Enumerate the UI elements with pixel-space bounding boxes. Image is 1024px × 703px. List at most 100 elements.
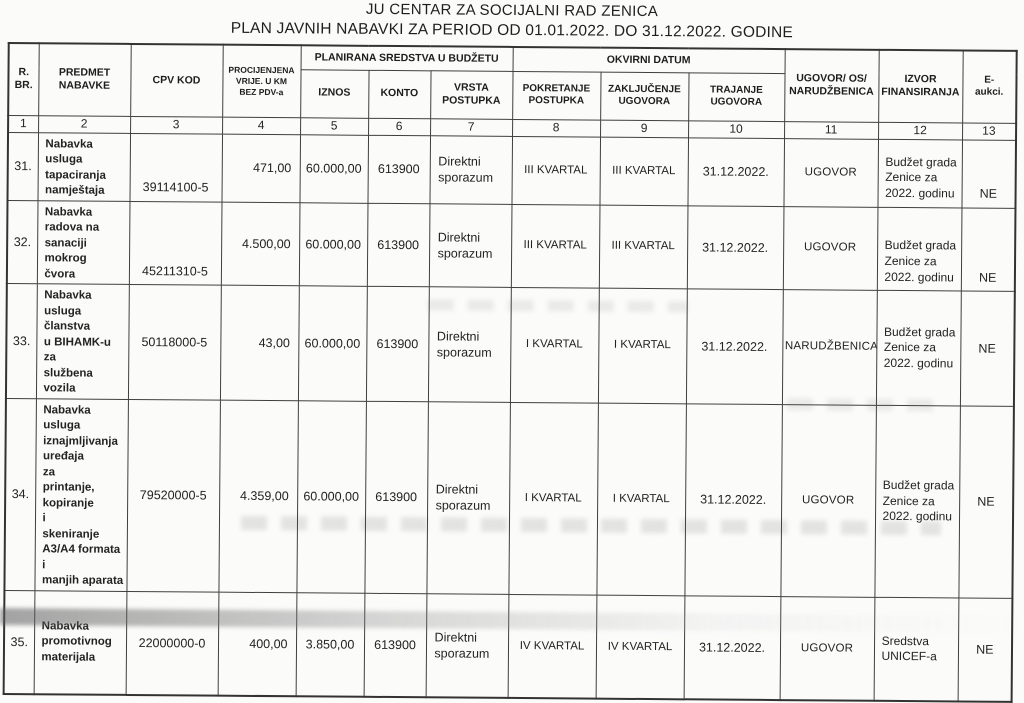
- cell-iznos: 60.000,00: [299, 134, 369, 203]
- cell-predmet: Nabavka radova na sanaciji mokrog čvora: [36, 200, 130, 285]
- cell-ugovor: UGOVOR: [780, 404, 876, 598]
- column-number: 1: [8, 114, 39, 133]
- header-ugovor-os-narudzbenica: UGOVOR/ OS/ NARUDŽBENICA: [784, 49, 879, 122]
- header-pokretanje-postupka: POKRETANJE POSTUPKA: [512, 70, 601, 120]
- column-number: 8: [512, 118, 601, 137]
- cell-trajanje: 31.12.2022.: [684, 403, 782, 597]
- header-e-aukcija: E- aukci.: [962, 50, 1017, 123]
- header-izvor-finansiranja: IZVOR FINANSIRANJA: [878, 49, 963, 123]
- cell-rbr: 33.: [5, 283, 37, 399]
- cell-konto: 613900: [365, 286, 429, 402]
- cell-iznos: 60.000,00: [298, 202, 368, 287]
- cell-izvor: Budžet grada Zenice za 2022. godinu: [874, 405, 960, 598]
- cell-zakljucenje: IV KVARTAL: [595, 595, 685, 700]
- header-group-planirana-sredstva: PLANIRANA SREDSTVA U BUDŽETU: [300, 45, 513, 71]
- column-number: 7: [430, 118, 513, 136]
- cell-predmet: Nabavka usluga tapaciranja namještaja: [37, 132, 131, 202]
- cell-vrijednost: 4.359,00: [218, 399, 298, 593]
- cell-vrsta-postupka: Direktni sporazum: [427, 286, 511, 403]
- cell-izvor: Sredstva UNICEF-a: [873, 597, 959, 702]
- column-number: 12: [878, 121, 963, 140]
- cell-trajanje: 31.12.2022.: [685, 288, 783, 405]
- cell-pokretanje: I KVARTAL: [508, 402, 598, 596]
- cell-ugovor: UGOVOR: [779, 596, 875, 702]
- cell-pokretanje: IV KVARTAL: [507, 594, 597, 700]
- cell-izvor: Budžet grada Zenice za 2022. godinu: [876, 206, 962, 292]
- cell-e-aukcija: NE: [959, 291, 1015, 407]
- column-number: 3: [130, 115, 223, 134]
- header-iznos: IZNOS: [300, 69, 369, 118]
- cell-rbr: 31.: [7, 131, 39, 201]
- cell-vrsta-postupka: Direktni sporazum: [428, 203, 512, 288]
- cell-pokretanje: I KVARTAL: [509, 287, 599, 403]
- cell-ugovor: UGOVOR: [783, 138, 879, 207]
- cell-trajanje: 31.12.2022.: [687, 137, 785, 207]
- cell-cpv: 22000000-0: [125, 591, 219, 697]
- header-konto: KONTO: [368, 69, 431, 119]
- cell-vrsta-postupka: Direktni sporazum: [426, 401, 510, 595]
- cell-predmet: Nabavka usluga iznajmljivanja uređaja za…: [34, 398, 128, 592]
- column-number: 9: [600, 119, 689, 138]
- document-subtitle: PLAN JAVNIH NABAVKI ZA PERIOD OD 01.01.2…: [230, 19, 794, 42]
- cell-cpv: 79520000-5: [126, 399, 220, 593]
- header-predmet-nabavke: PREDMET NABAVKE: [38, 43, 131, 116]
- cell-vrsta-postupka: Direktni sporazum: [425, 593, 509, 699]
- cell-vrijednost: 4.500,00: [220, 201, 300, 286]
- cell-cpv: 45211310-5: [128, 201, 222, 286]
- header-trajanje-ugovora: TRAJANJE UGOVORA: [688, 72, 785, 122]
- header-zakljucenje-ugovora: ZAKLJUČENJE UGOVORA: [600, 71, 689, 121]
- header-group-okvirni-datum: OKVIRNI DATUM: [512, 46, 785, 74]
- procurement-plan-table: R. BR. PREDMET NABAVKE CPV KOD PROCIJENJ…: [2, 41, 1018, 703]
- cell-e-aukcija: NE: [960, 207, 1016, 292]
- cell-trajanje: 31.12.2022.: [683, 595, 781, 701]
- cell-vrijednost: 400,00: [217, 592, 297, 697]
- cell-konto: 613900: [367, 134, 431, 204]
- cell-rbr: 35.: [3, 590, 35, 695]
- table-row-33: 33. Nabavka usluga članstva u BIHAMK-u z…: [5, 283, 1015, 407]
- cell-trajanje: 31.12.2022.: [686, 205, 784, 290]
- column-number: 11: [784, 121, 879, 139]
- cell-predmet: Nabavka usluga članstva u BIHAMK-u za sl…: [35, 283, 129, 400]
- cell-iznos: 3.850,00: [295, 592, 365, 698]
- column-number: 10: [688, 120, 785, 139]
- cell-izvor: Budžet grada Zenice za 2022. godinu: [877, 138, 963, 208]
- cell-ugovor: UGOVOR: [782, 206, 878, 291]
- cell-iznos: 60.000,00: [296, 400, 366, 594]
- column-number: 6: [368, 117, 431, 136]
- column-number: 5: [300, 117, 369, 135]
- cell-cpv: 50118000-5: [127, 284, 221, 400]
- cell-e-aukcija: NE: [958, 405, 1014, 599]
- header-vrsta-postupka: VRSTA POSTUPKA: [430, 70, 513, 119]
- cell-cpv: 39114100-5: [129, 132, 223, 202]
- cell-zakljucenje: III KVARTAL: [599, 136, 689, 206]
- cell-izvor: Budžet grada Zenice za 2022. godinu: [875, 290, 961, 406]
- cell-konto: 613900: [364, 401, 428, 594]
- header-rbr: R. BR.: [8, 42, 39, 116]
- header-cpv-kod: CPV KOD: [130, 43, 223, 117]
- header-procijenjena-vrijednost: PROCIJENJENA VRIJE. U KM BEZ PDV-a: [222, 44, 301, 118]
- cell-zakljucenje: III KVARTAL: [598, 204, 688, 289]
- cell-vrijednost: 471,00: [221, 133, 301, 203]
- cell-e-aukcija: NE: [961, 139, 1017, 208]
- cell-ugovor: NARUDŽBENICA: [781, 289, 877, 406]
- cell-konto: 613900: [363, 593, 427, 698]
- table-row-31: 31. Nabavka usluga tapaciranja namještaj…: [7, 131, 1017, 208]
- cell-zakljucenje: I KVARTAL: [596, 402, 686, 596]
- cell-e-aukcija: NE: [957, 597, 1013, 703]
- table-row-34: 34. Nabavka usluga iznajmljivanja uređaj…: [4, 398, 1014, 599]
- table-row-32: 32. Nabavka radova na sanaciji mokrog čv…: [6, 200, 1016, 292]
- cell-vrijednost: 43,00: [219, 285, 299, 401]
- column-number: 2: [38, 115, 131, 133]
- cell-rbr: 32.: [6, 200, 38, 284]
- cell-vrsta-postupka: Direktni sporazum: [429, 135, 513, 205]
- cell-predmet: Nabavka promotivnog materijala: [33, 590, 127, 696]
- column-number: 4: [222, 116, 301, 135]
- cell-zakljucenje: I KVARTAL: [597, 288, 687, 404]
- cell-iznos: 60.000,00: [297, 285, 367, 402]
- cell-pokretanje: III KVARTAL: [510, 204, 600, 289]
- cell-rbr: 34.: [4, 398, 36, 591]
- column-number: 13: [962, 122, 1017, 140]
- cell-pokretanje: III KVARTAL: [511, 135, 601, 205]
- cell-konto: 613900: [366, 202, 430, 287]
